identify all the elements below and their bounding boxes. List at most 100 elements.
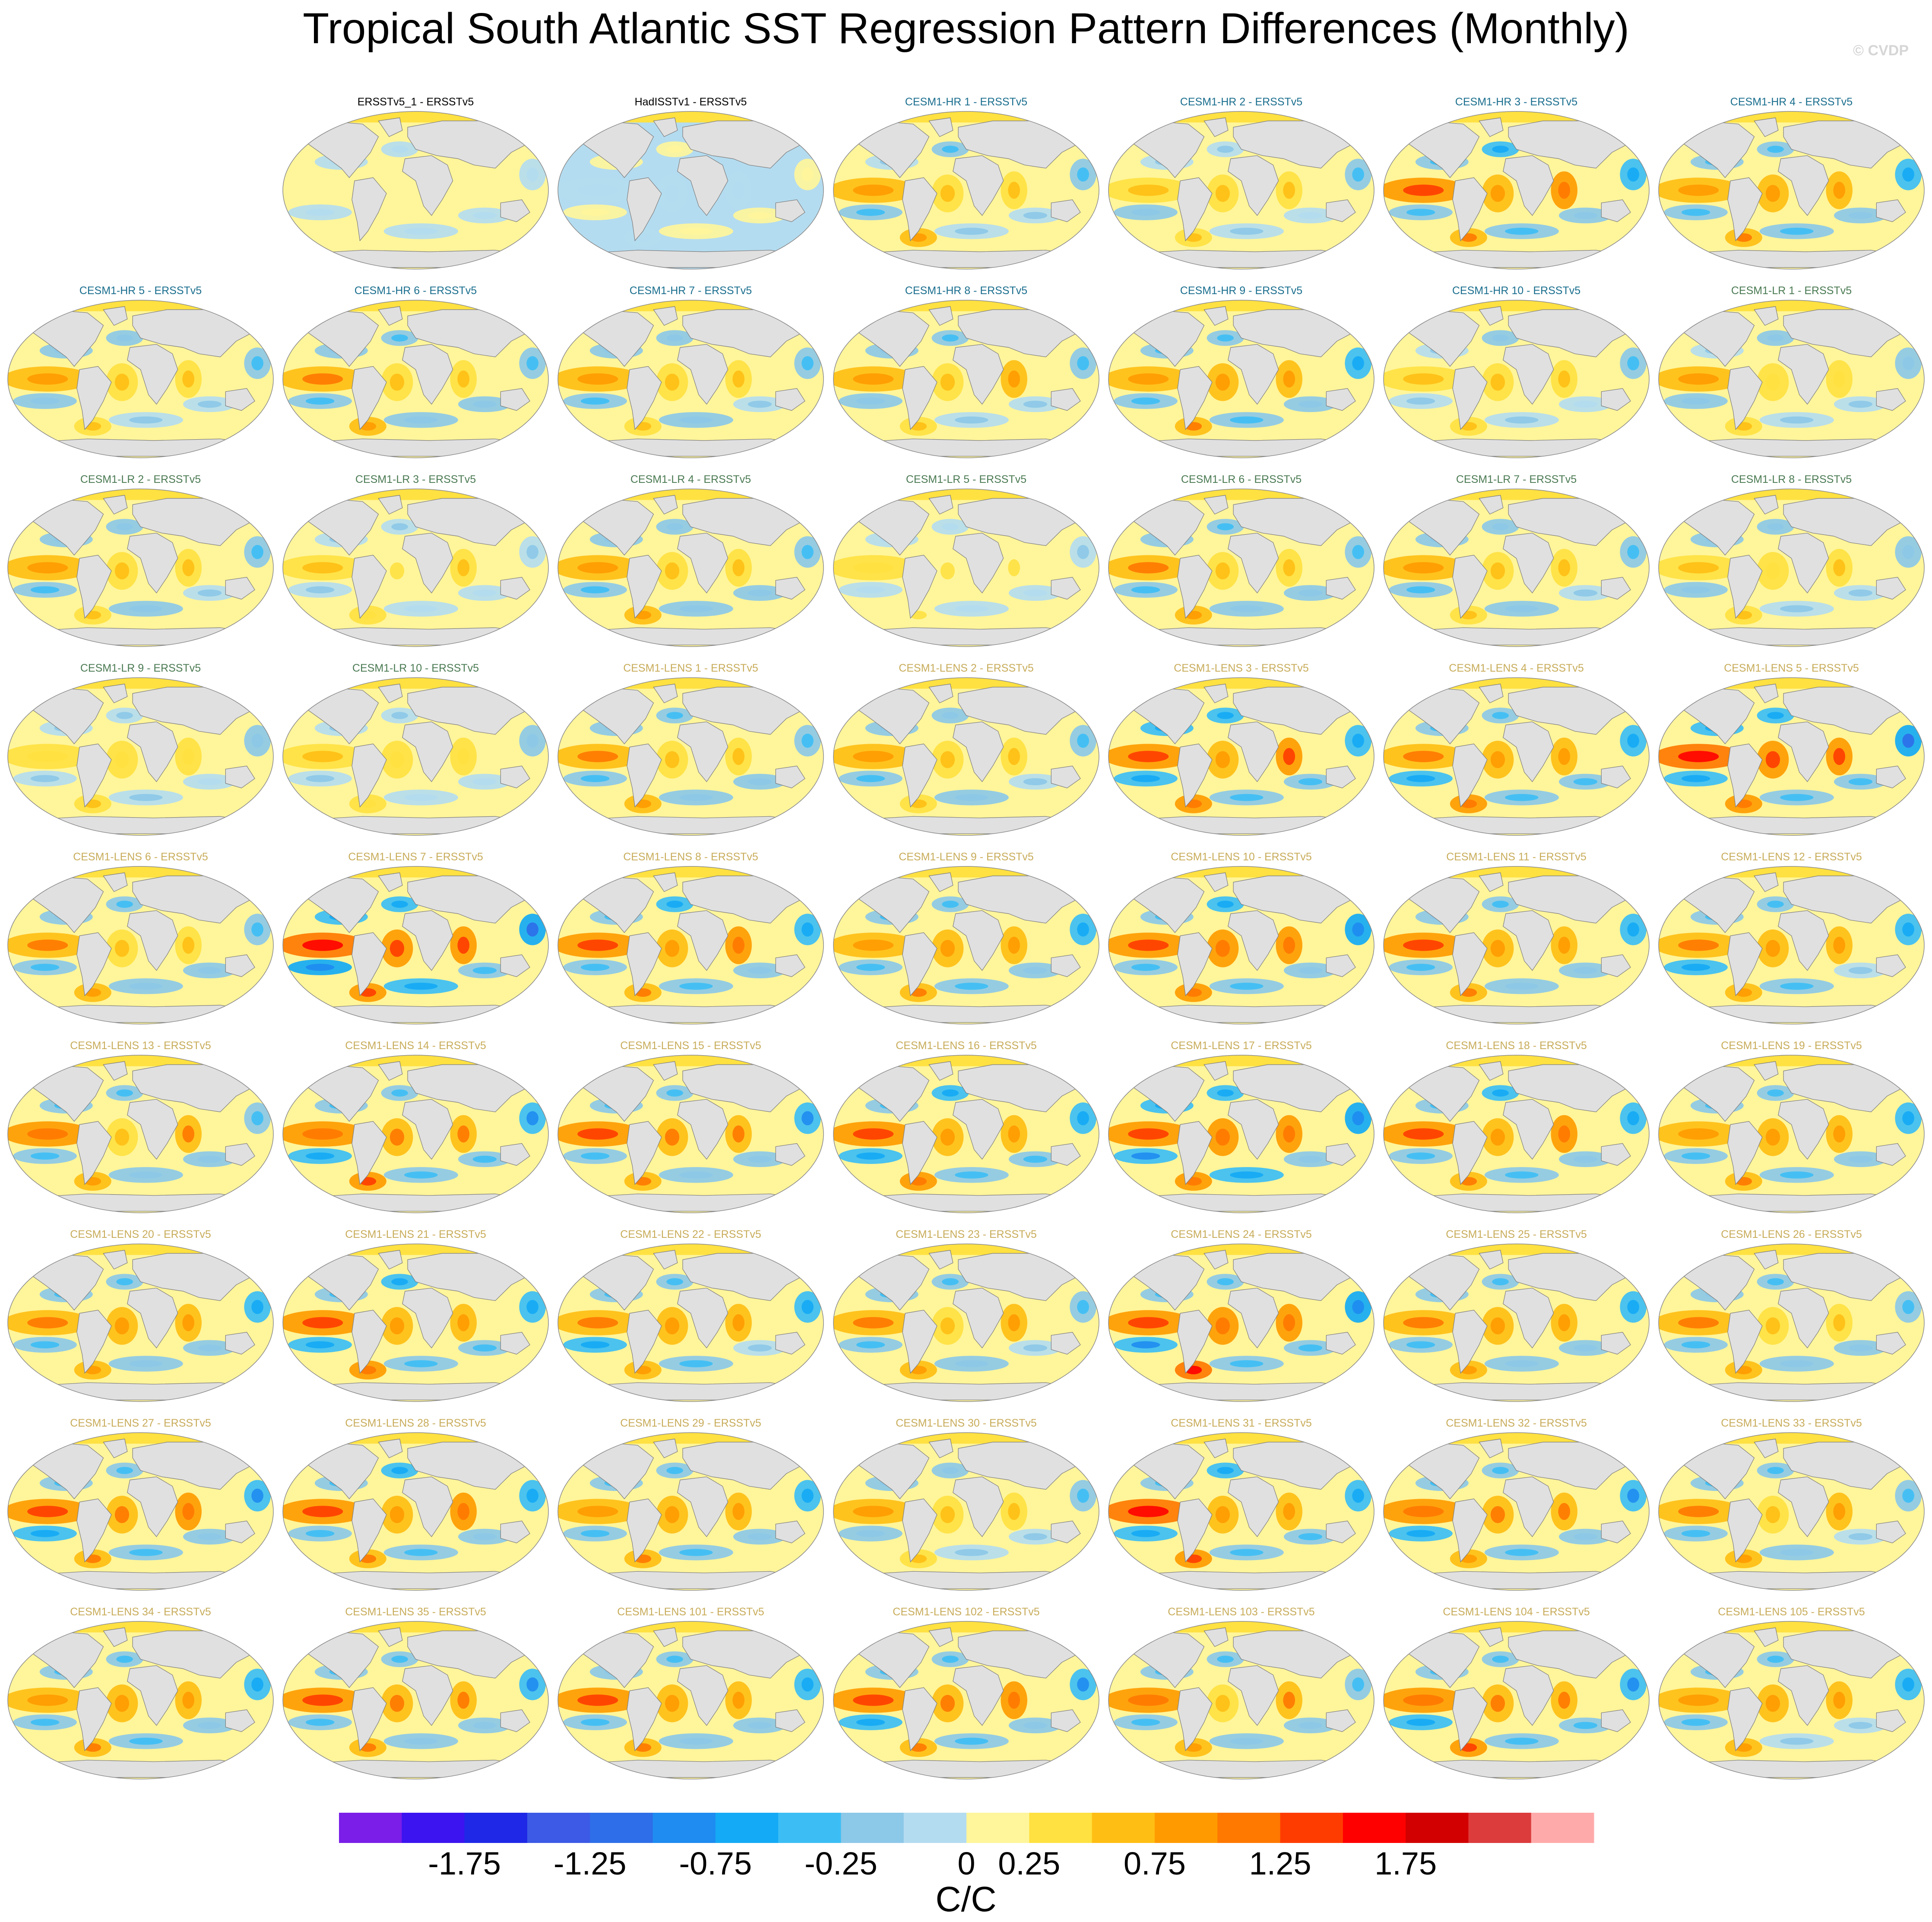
land-antarctica [860,816,1086,834]
land-south-america [627,1498,662,1563]
land-africa [1778,1665,1829,1726]
map-border [282,1055,549,1213]
map-panel: CESM1-LENS 103 - ERSSTv5 [1108,1606,1375,1779]
anomaly-region [808,1446,823,1463]
anomaly-core [30,397,60,405]
anomaly-core [1008,1314,1020,1332]
anomaly-core [1573,1344,1598,1352]
anomaly-core [537,1262,544,1270]
map-panel: CESM1-LENS 15 - ERSSTv5 [557,1040,824,1213]
land-australia [775,954,805,977]
anomaly-region [257,503,273,519]
land-antarctica [1685,438,1911,457]
land-africa [127,1288,178,1348]
polar-band [283,866,548,878]
map-panel: CESM1-LENS 17 - ERSSTv5 [1108,1040,1375,1213]
anomaly-core [1128,751,1169,762]
anomaly-core [1403,1317,1444,1329]
map-border [557,1432,824,1591]
anomaly-core [940,940,955,957]
panel-title: CESM1-LR 4 - ERSSTv5 [630,473,751,485]
anomaly-core [129,1171,163,1179]
anomaly-core [1780,794,1814,801]
anomaly-region [808,880,823,897]
land-greenland [378,1438,403,1459]
map-border [1108,1243,1375,1402]
map-panel: CESM1-LENS 28 - ERSSTv5 [282,1417,549,1591]
land-antarctica [1135,438,1361,457]
anomaly-core [1217,334,1234,342]
map-border [1383,866,1650,1024]
anomaly-core [1283,370,1295,388]
anomaly-core [1362,1640,1370,1647]
anomaly-core [262,1073,269,1081]
land-africa [1503,533,1554,593]
land-australia [775,577,805,600]
anomaly-core [853,1694,894,1706]
land-africa [1778,910,1829,971]
anomaly-core [526,733,538,748]
land-south-america [1177,555,1213,619]
anomaly-core [404,1738,438,1745]
anomaly-core [537,318,544,326]
map-panel: CESM1-LENS 105 - ERSSTv5 [1658,1606,1925,1779]
anomaly-core [1780,1360,1814,1367]
land-antarctica [309,627,535,645]
anomaly-core [1681,1719,1710,1726]
polar-band [833,1055,1099,1066]
anomaly-core [1913,1451,1920,1459]
land-africa [677,721,728,782]
anomaly-core [391,1656,408,1663]
anomaly-core [1023,589,1048,597]
anomaly-core [1767,1089,1784,1097]
anomaly-core [856,1152,885,1160]
anomaly-core [1913,318,1920,326]
land-antarctica [1410,1193,1636,1212]
anomaly-core [251,1300,263,1314]
anomaly-core [262,318,269,326]
anomaly-core [580,1152,610,1160]
anomaly-core [305,1719,335,1726]
land-greenland [653,1438,678,1459]
map-panel: CESM1-LENS 27 - ERSSTv5 [7,1417,274,1591]
map-border [1383,300,1650,458]
land-south-america [1177,1498,1213,1563]
polar-band [1659,111,1924,123]
anomaly-region [532,503,548,519]
land-greenland [378,495,403,515]
polar-band [283,489,548,500]
polar-band [1659,489,1924,500]
anomaly-core [1128,184,1169,196]
anomaly-core [1128,1506,1169,1517]
land-south-america [1177,177,1213,241]
anomaly-core [942,1278,959,1285]
anomaly-region [257,1258,273,1274]
anomaly-region [1633,503,1649,519]
anomaly-core [1215,374,1230,391]
anomaly-region [532,1258,548,1274]
anomaly-core [1077,356,1089,371]
land-greenland [653,495,678,515]
map-panel: CESM1-LENS 25 - ERSSTv5 [1383,1228,1650,1402]
land-africa [1228,721,1279,782]
anomaly-region [1083,1258,1099,1274]
map-panel: CESM1-LENS 4 - ERSSTv5 [1383,662,1650,836]
anomaly-core [1637,1262,1645,1270]
map-panel: CESM1-HR 10 - ERSSTv5 [1383,285,1650,458]
land-antarctica [34,1005,260,1023]
map-panel: CESM1-HR 1 - ERSSTv5 [833,96,1099,270]
land-africa [677,1288,728,1348]
anomaly-region [1083,503,1099,519]
land-greenland [1754,117,1779,137]
anomaly-core [1913,1073,1920,1081]
anomaly-core [955,416,988,424]
anomaly-core [1131,586,1160,593]
anomaly-core [801,1677,814,1692]
anomaly-core [955,794,988,801]
land-antarctica [309,1760,535,1778]
land-africa [1228,1099,1279,1160]
land-africa [953,1099,1004,1160]
anomaly-core [404,1549,438,1556]
map-panel: CESM1-LENS 30 - ERSSTv5 [833,1417,1099,1591]
polar-band [558,300,823,311]
